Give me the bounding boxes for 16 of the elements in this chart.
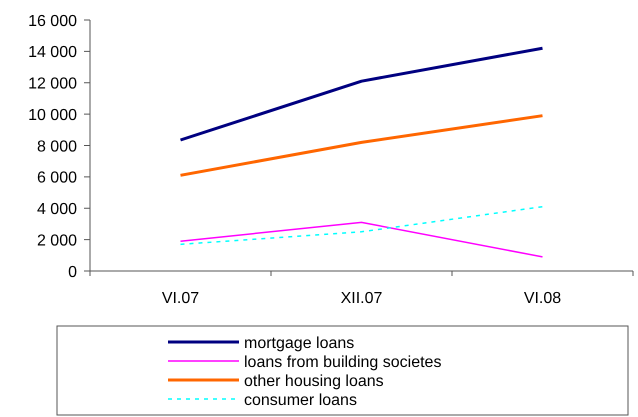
y-tick-label: 16 000 <box>28 12 78 30</box>
x-tick-label: VI.07 <box>162 290 200 307</box>
legend-label: mortgage loans <box>244 334 354 352</box>
legend-label: other housing loans <box>244 372 384 390</box>
legend-label: loans from building societes <box>244 354 442 371</box>
x-tick-label: XII.07 <box>340 290 382 307</box>
y-tick-label: 0 <box>68 264 78 281</box>
y-tick-label: 14 000 <box>28 44 78 62</box>
x-tick-label: VI.08 <box>524 290 562 307</box>
legend-label: consumer loans <box>244 392 357 409</box>
y-tick-label: 8 000 <box>36 138 78 156</box>
y-tick-label: 2 000 <box>36 232 78 250</box>
y-tick-label: 12 000 <box>28 76 78 93</box>
y-tick-label: 10 000 <box>28 106 78 124</box>
y-tick-label: 6 000 <box>36 170 78 187</box>
y-tick-label: 4 000 <box>36 201 78 218</box>
